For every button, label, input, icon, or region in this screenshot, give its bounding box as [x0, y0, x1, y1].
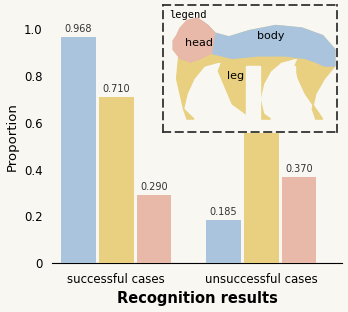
Text: 0.556: 0.556	[247, 120, 275, 130]
X-axis label: Recognition results: Recognition results	[117, 291, 278, 306]
Bar	[99, 97, 134, 263]
Bar	[206, 220, 241, 263]
Y-axis label: Proportion: Proportion	[6, 102, 18, 171]
Text: 0.290: 0.290	[140, 183, 168, 193]
Text: 0.185: 0.185	[210, 207, 237, 217]
Bar	[282, 177, 316, 263]
Text: 0.968: 0.968	[65, 24, 92, 34]
Text: 0.710: 0.710	[102, 84, 130, 94]
Text: 0.370: 0.370	[285, 164, 313, 174]
Bar	[244, 133, 279, 263]
Bar	[61, 37, 96, 263]
Bar	[137, 195, 171, 263]
